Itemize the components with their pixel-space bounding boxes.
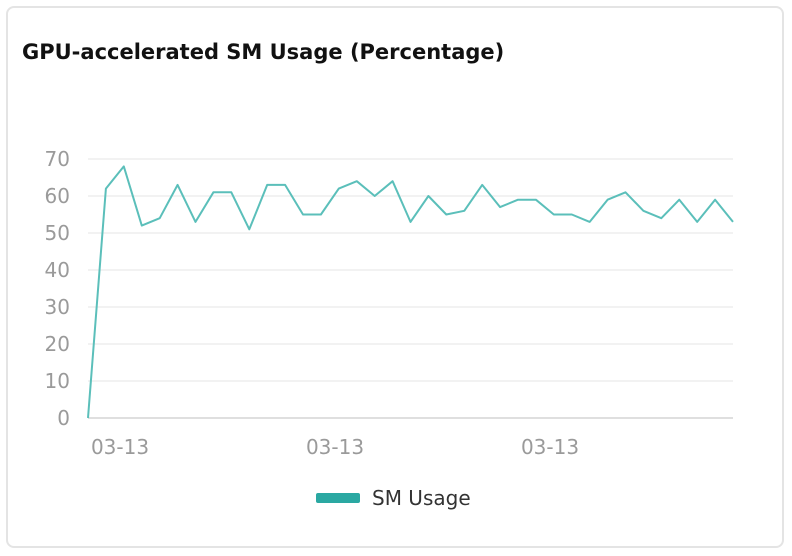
y-tick-label: 70 [45, 147, 70, 171]
x-tick-label: 03-13 [521, 435, 579, 459]
y-axis-ticks: 0 10 20 30 40 50 60 70 [45, 147, 70, 430]
y-tick-label: 0 [57, 406, 70, 430]
y-tick-label: 10 [45, 369, 70, 393]
y-tick-label: 40 [45, 258, 70, 282]
series-group [87, 165, 734, 419]
chart-title: GPU-accelerated SM Usage (Percentage) [22, 40, 505, 64]
x-tick-label: 03-13 [306, 435, 364, 459]
legend-label: SM Usage [372, 486, 471, 510]
y-tick-label: 50 [45, 221, 70, 245]
legend-swatch [316, 493, 360, 503]
gridlines [88, 158, 733, 419]
x-tick-label: 03-13 [91, 435, 149, 459]
series-line-sm-usage[interactable] [87, 165, 734, 419]
y-tick-label: 60 [45, 184, 70, 208]
chart-card [6, 6, 784, 548]
x-axis-ticks: 03-13 03-13 03-13 [91, 435, 579, 459]
legend[interactable]: SM Usage [316, 486, 471, 510]
y-tick-label: 20 [45, 332, 70, 356]
y-tick-label: 30 [45, 295, 70, 319]
